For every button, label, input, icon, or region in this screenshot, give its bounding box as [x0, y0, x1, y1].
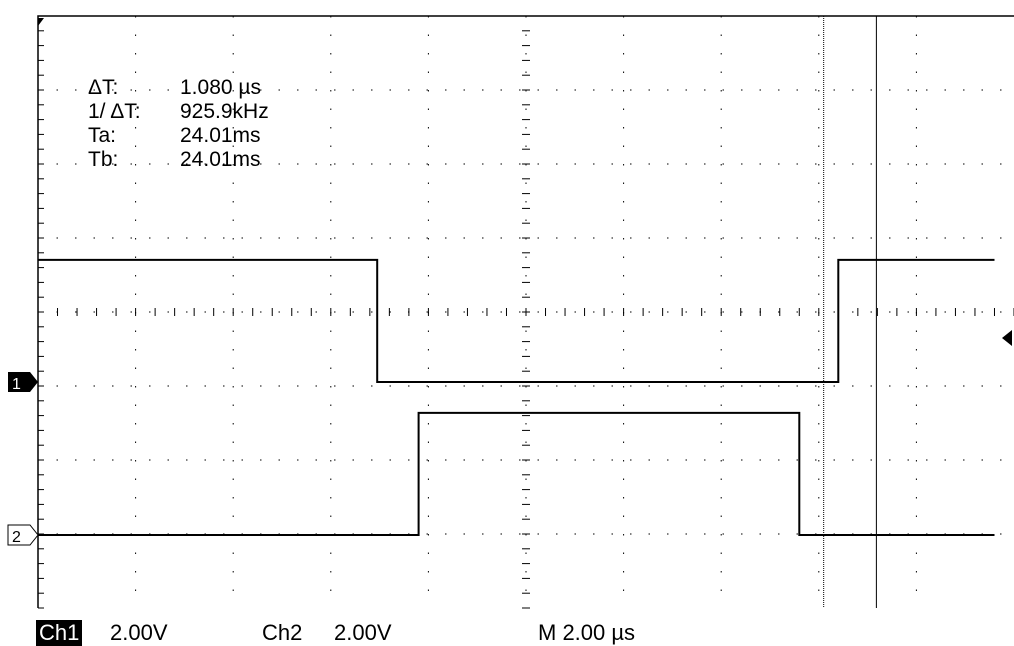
ch2-label: Ch2	[262, 620, 303, 645]
trigger-level-marker	[1002, 330, 1012, 346]
ch2-scale: 2.00V	[334, 620, 392, 645]
delta-t-value: 1.080 µs	[180, 76, 261, 99]
ta-row: Ta: 24.01ms	[88, 124, 348, 148]
scope-status-bar: Ch1 2.00V Ch2 2.00V M 2.00 µs	[0, 616, 1014, 646]
ta-label: Ta:	[88, 124, 117, 147]
ch1-ground-marker	[8, 372, 38, 392]
delta-t-row: ΔT: 1.080 µs	[88, 76, 348, 100]
ch1-scale: 2.00V	[110, 620, 168, 645]
ch1-label: Ch1	[36, 620, 83, 646]
ch1-marker-label: 1	[12, 376, 21, 393]
tb-label: Tb:	[88, 148, 119, 171]
inv-delta-t-value: 925.9kHz	[180, 100, 269, 123]
tb-value: 24.01ms	[180, 148, 261, 171]
channel-markers: 12	[7, 18, 1012, 546]
waveform-traces	[38, 258, 995, 536]
ch2-marker-label: 2	[12, 529, 21, 546]
inv-delta-t-label: 1/ ΔT:	[88, 100, 141, 123]
waveform-ch1	[38, 258, 995, 383]
ch2-ground-marker	[7, 524, 39, 546]
time-cursors	[823, 16, 877, 608]
inv-delta-t-row: 1/ ΔT: 925.9kHz	[88, 100, 348, 124]
trigger-position-marker	[38, 18, 44, 26]
timebase-readout: M 2.00 µs	[538, 620, 636, 645]
measurement-readout: ΔT: 1.080 µs 1/ ΔT: 925.9kHz Ta: 24.01ms…	[88, 76, 348, 176]
delta-t-label: ΔT:	[88, 76, 119, 99]
waveform-ch2	[38, 411, 995, 536]
ta-value: 24.01ms	[180, 124, 261, 147]
tb-row: Tb: 24.01ms	[88, 148, 348, 172]
graticule-grid	[37, 15, 1014, 609]
